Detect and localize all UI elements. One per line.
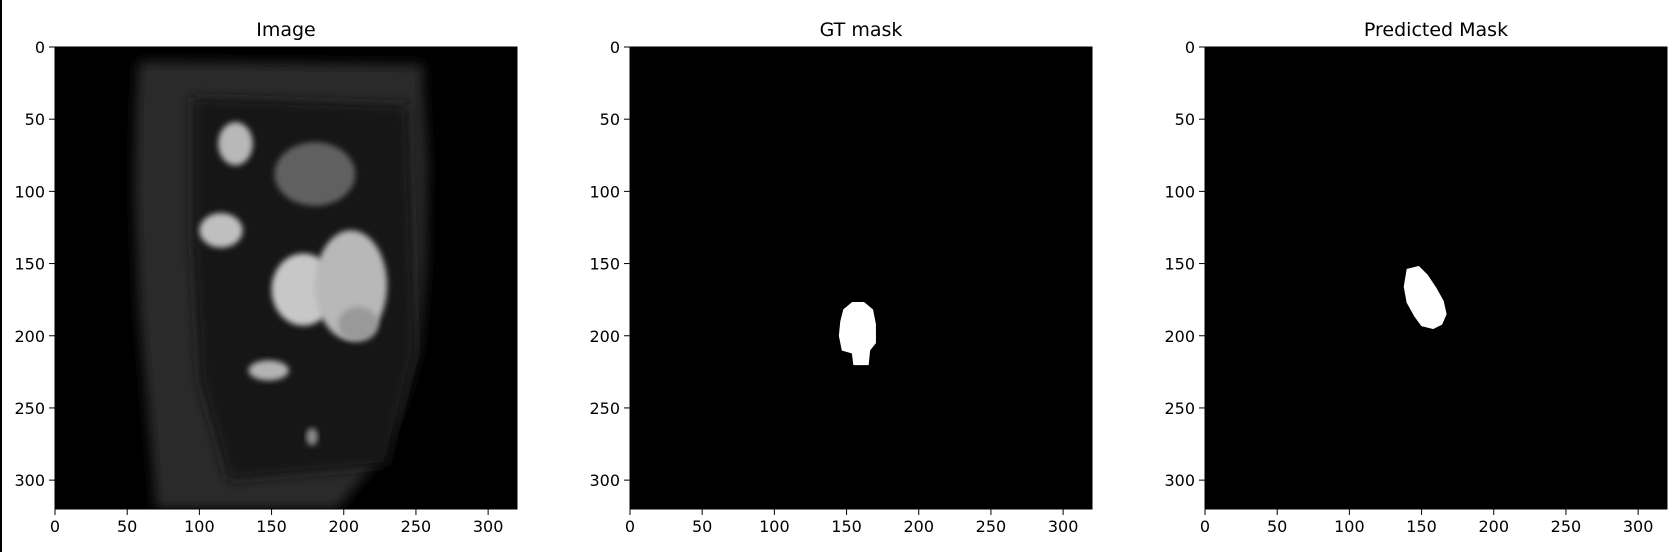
image-content — [134, 61, 428, 509]
panel-gt-mask: GT mask 0 50 100 150 200 250 300 0 50 100 150 200 250… — [589, 19, 1093, 536]
x-tick-label: 100 — [759, 517, 790, 536]
panel-title: Predicted Mask — [1364, 19, 1508, 41]
bright-structure-3 — [199, 213, 243, 248]
y-tick-label: 0 — [610, 38, 620, 57]
panel-predicted-mask: Predicted Mask 0 50 100 150 200 250 300 0 50 100 15… — [1164, 19, 1668, 536]
y-tick-label: 50 — [25, 110, 45, 129]
bright-structure-6 — [337, 306, 379, 342]
panel-image: Image 0 50 100 150 200 250 300 0 50 100 150 200 250 30… — [14, 19, 518, 536]
panel-title: Image — [256, 19, 316, 41]
axes-frame — [54, 46, 518, 510]
x-tick-label: 200 — [903, 517, 934, 536]
axes-frame — [1204, 46, 1668, 510]
figure-left-border — [0, 0, 2, 552]
y-tick-label: 0 — [1185, 38, 1195, 57]
bright-structure-8 — [306, 428, 318, 446]
y-tick-label: 100 — [589, 182, 620, 201]
y-tick-label: 200 — [14, 327, 45, 346]
image-area — [1205, 47, 1667, 509]
x-tick-label: 300 — [1623, 517, 1654, 536]
mask-region — [1403, 265, 1447, 330]
y-tick-label: 50 — [600, 110, 620, 129]
y-tick-label: 250 — [1164, 399, 1195, 418]
x-tick-label: 300 — [473, 517, 504, 536]
y-tick-label: 250 — [589, 399, 620, 418]
y-tick-label: 100 — [14, 182, 45, 201]
y-tick-label: 100 — [1164, 182, 1195, 201]
y-tick-label: 300 — [1164, 471, 1195, 490]
bright-structure-7 — [248, 360, 289, 381]
x-tick-label: 200 — [1478, 517, 1509, 536]
x-tick-label: 200 — [328, 517, 359, 536]
x-tick-label: 300 — [1048, 517, 1079, 536]
axes-frame — [629, 46, 1093, 510]
x-tick-label: 150 — [831, 517, 862, 536]
x-tick-label: 50 — [692, 517, 712, 536]
y-tick-label: 150 — [14, 255, 45, 274]
x-tick-label: 250 — [976, 517, 1007, 536]
x-tick-label: 50 — [1267, 517, 1287, 536]
panel-title: GT mask — [820, 19, 903, 41]
x-tick-label: 0 — [1200, 517, 1210, 536]
y-tick-label: 50 — [1175, 110, 1195, 129]
x-tick-label: 100 — [184, 517, 215, 536]
y-tick-label: 0 — [35, 38, 45, 57]
bright-structure-1 — [218, 122, 253, 166]
x-tick-label: 250 — [1551, 517, 1582, 536]
image-area — [630, 47, 1092, 509]
y-tick-label: 250 — [14, 399, 45, 418]
x-tick-label: 150 — [1406, 517, 1437, 536]
y-tick-label: 150 — [1164, 255, 1195, 274]
x-tick-label: 250 — [401, 517, 432, 536]
y-tick-label: 300 — [589, 471, 620, 490]
bright-structure-2 — [274, 142, 356, 206]
y-tick-label: 200 — [1164, 327, 1195, 346]
image-content — [1403, 265, 1447, 330]
x-tick-label: 0 — [625, 517, 635, 536]
x-tick-label: 50 — [117, 517, 137, 536]
x-tick-label: 0 — [50, 517, 60, 536]
x-tick-label: 150 — [256, 517, 287, 536]
y-tick-label: 200 — [589, 327, 620, 346]
image-content — [838, 302, 876, 366]
x-tick-label: 100 — [1334, 517, 1365, 536]
y-tick-label: 150 — [589, 255, 620, 274]
mask-region — [838, 302, 876, 366]
y-tick-label: 300 — [14, 471, 45, 490]
